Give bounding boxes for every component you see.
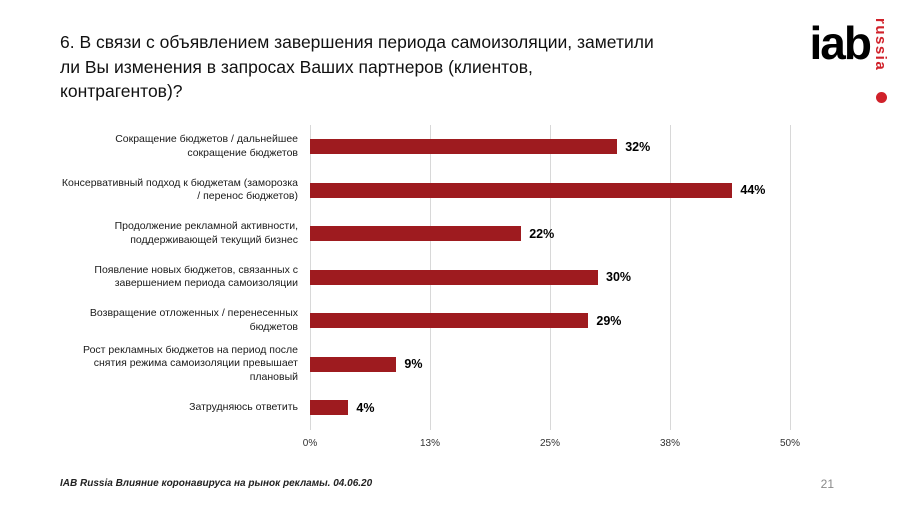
bar-track: 32%: [310, 125, 790, 169]
x-tick-label: 38%: [659, 437, 681, 449]
logo-iab-text: iab: [809, 17, 872, 69]
bar-track: 4%: [310, 386, 790, 430]
page-number: 21: [820, 477, 834, 491]
value-label: 29%: [596, 313, 622, 328]
category-label: Консервативный подход к бюджетам (заморо…: [61, 176, 298, 203]
value-label: 9%: [404, 357, 423, 372]
bar-track: 29%: [310, 299, 790, 343]
bar: [310, 182, 733, 198]
bar-track: 30%: [310, 256, 790, 300]
bar: [310, 269, 598, 285]
gridline: [790, 125, 791, 430]
value-label: 32%: [625, 139, 651, 154]
chart-row: Консервативный подход к бюджетам (заморо…: [60, 169, 790, 213]
bar-track: 22%: [310, 212, 790, 256]
bar-track: 9%: [310, 343, 790, 387]
bar-chart: Сокращение бюджетов / дальнейшее сокраще…: [60, 125, 800, 454]
bar: [310, 313, 589, 329]
chart-row: Рост рекламных бюджетов на период после …: [60, 343, 790, 387]
bar: [310, 400, 349, 416]
chart-row: Сокращение бюджетов / дальнейшее сокраще…: [60, 125, 790, 169]
x-tick-label: 13%: [419, 437, 441, 449]
iab-russia-logo: iab russia: [804, 12, 889, 112]
plot-area: Сокращение бюджетов / дальнейшее сокраще…: [60, 125, 791, 430]
chart-row: Продолжение рекламной активности, поддер…: [60, 212, 790, 256]
bar-track: 44%: [310, 169, 790, 213]
x-tick-label: 0%: [302, 437, 318, 449]
page-title: 6. В связи с объявлением завершения пери…: [60, 32, 654, 101]
category-label: Сокращение бюджетов / дальнейшее сокраще…: [115, 133, 298, 159]
logo-dot-icon: [876, 92, 887, 103]
value-label: 44%: [740, 183, 766, 198]
x-tick-label: 50%: [779, 437, 801, 449]
source-note: IAB Russia Влияние коронавируса на рынок…: [60, 478, 373, 489]
bar: [310, 226, 522, 242]
category-label: Рост рекламных бюджетов на период после …: [83, 343, 298, 384]
bar: [310, 139, 618, 155]
value-label: 22%: [529, 226, 555, 241]
category-label: Возвращение отложенных / перенесенных бю…: [89, 307, 298, 333]
category-label: Появление новых бюджетов, связанных с за…: [94, 263, 298, 290]
category-label: Продолжение рекламной активности, поддер…: [114, 220, 298, 246]
value-label: 30%: [606, 270, 632, 285]
logo-russia-text: russia: [872, 18, 889, 72]
chart-row: Возвращение отложенных / перенесенных бю…: [60, 299, 790, 343]
value-label: 4%: [356, 400, 375, 415]
chart-rows: Сокращение бюджетов / дальнейшее сокраще…: [60, 125, 790, 430]
gridline: [670, 125, 671, 430]
chart-row: Появление новых бюджетов, связанных с за…: [60, 256, 790, 300]
x-axis: 0% 13% 25% 38% 50%: [303, 430, 800, 454]
bar: [310, 356, 397, 372]
x-tick-label: 25%: [539, 437, 561, 449]
chart-row: Затрудняюсь ответить 4%: [60, 386, 790, 430]
category-label: Затрудняюсь ответить: [189, 400, 298, 413]
